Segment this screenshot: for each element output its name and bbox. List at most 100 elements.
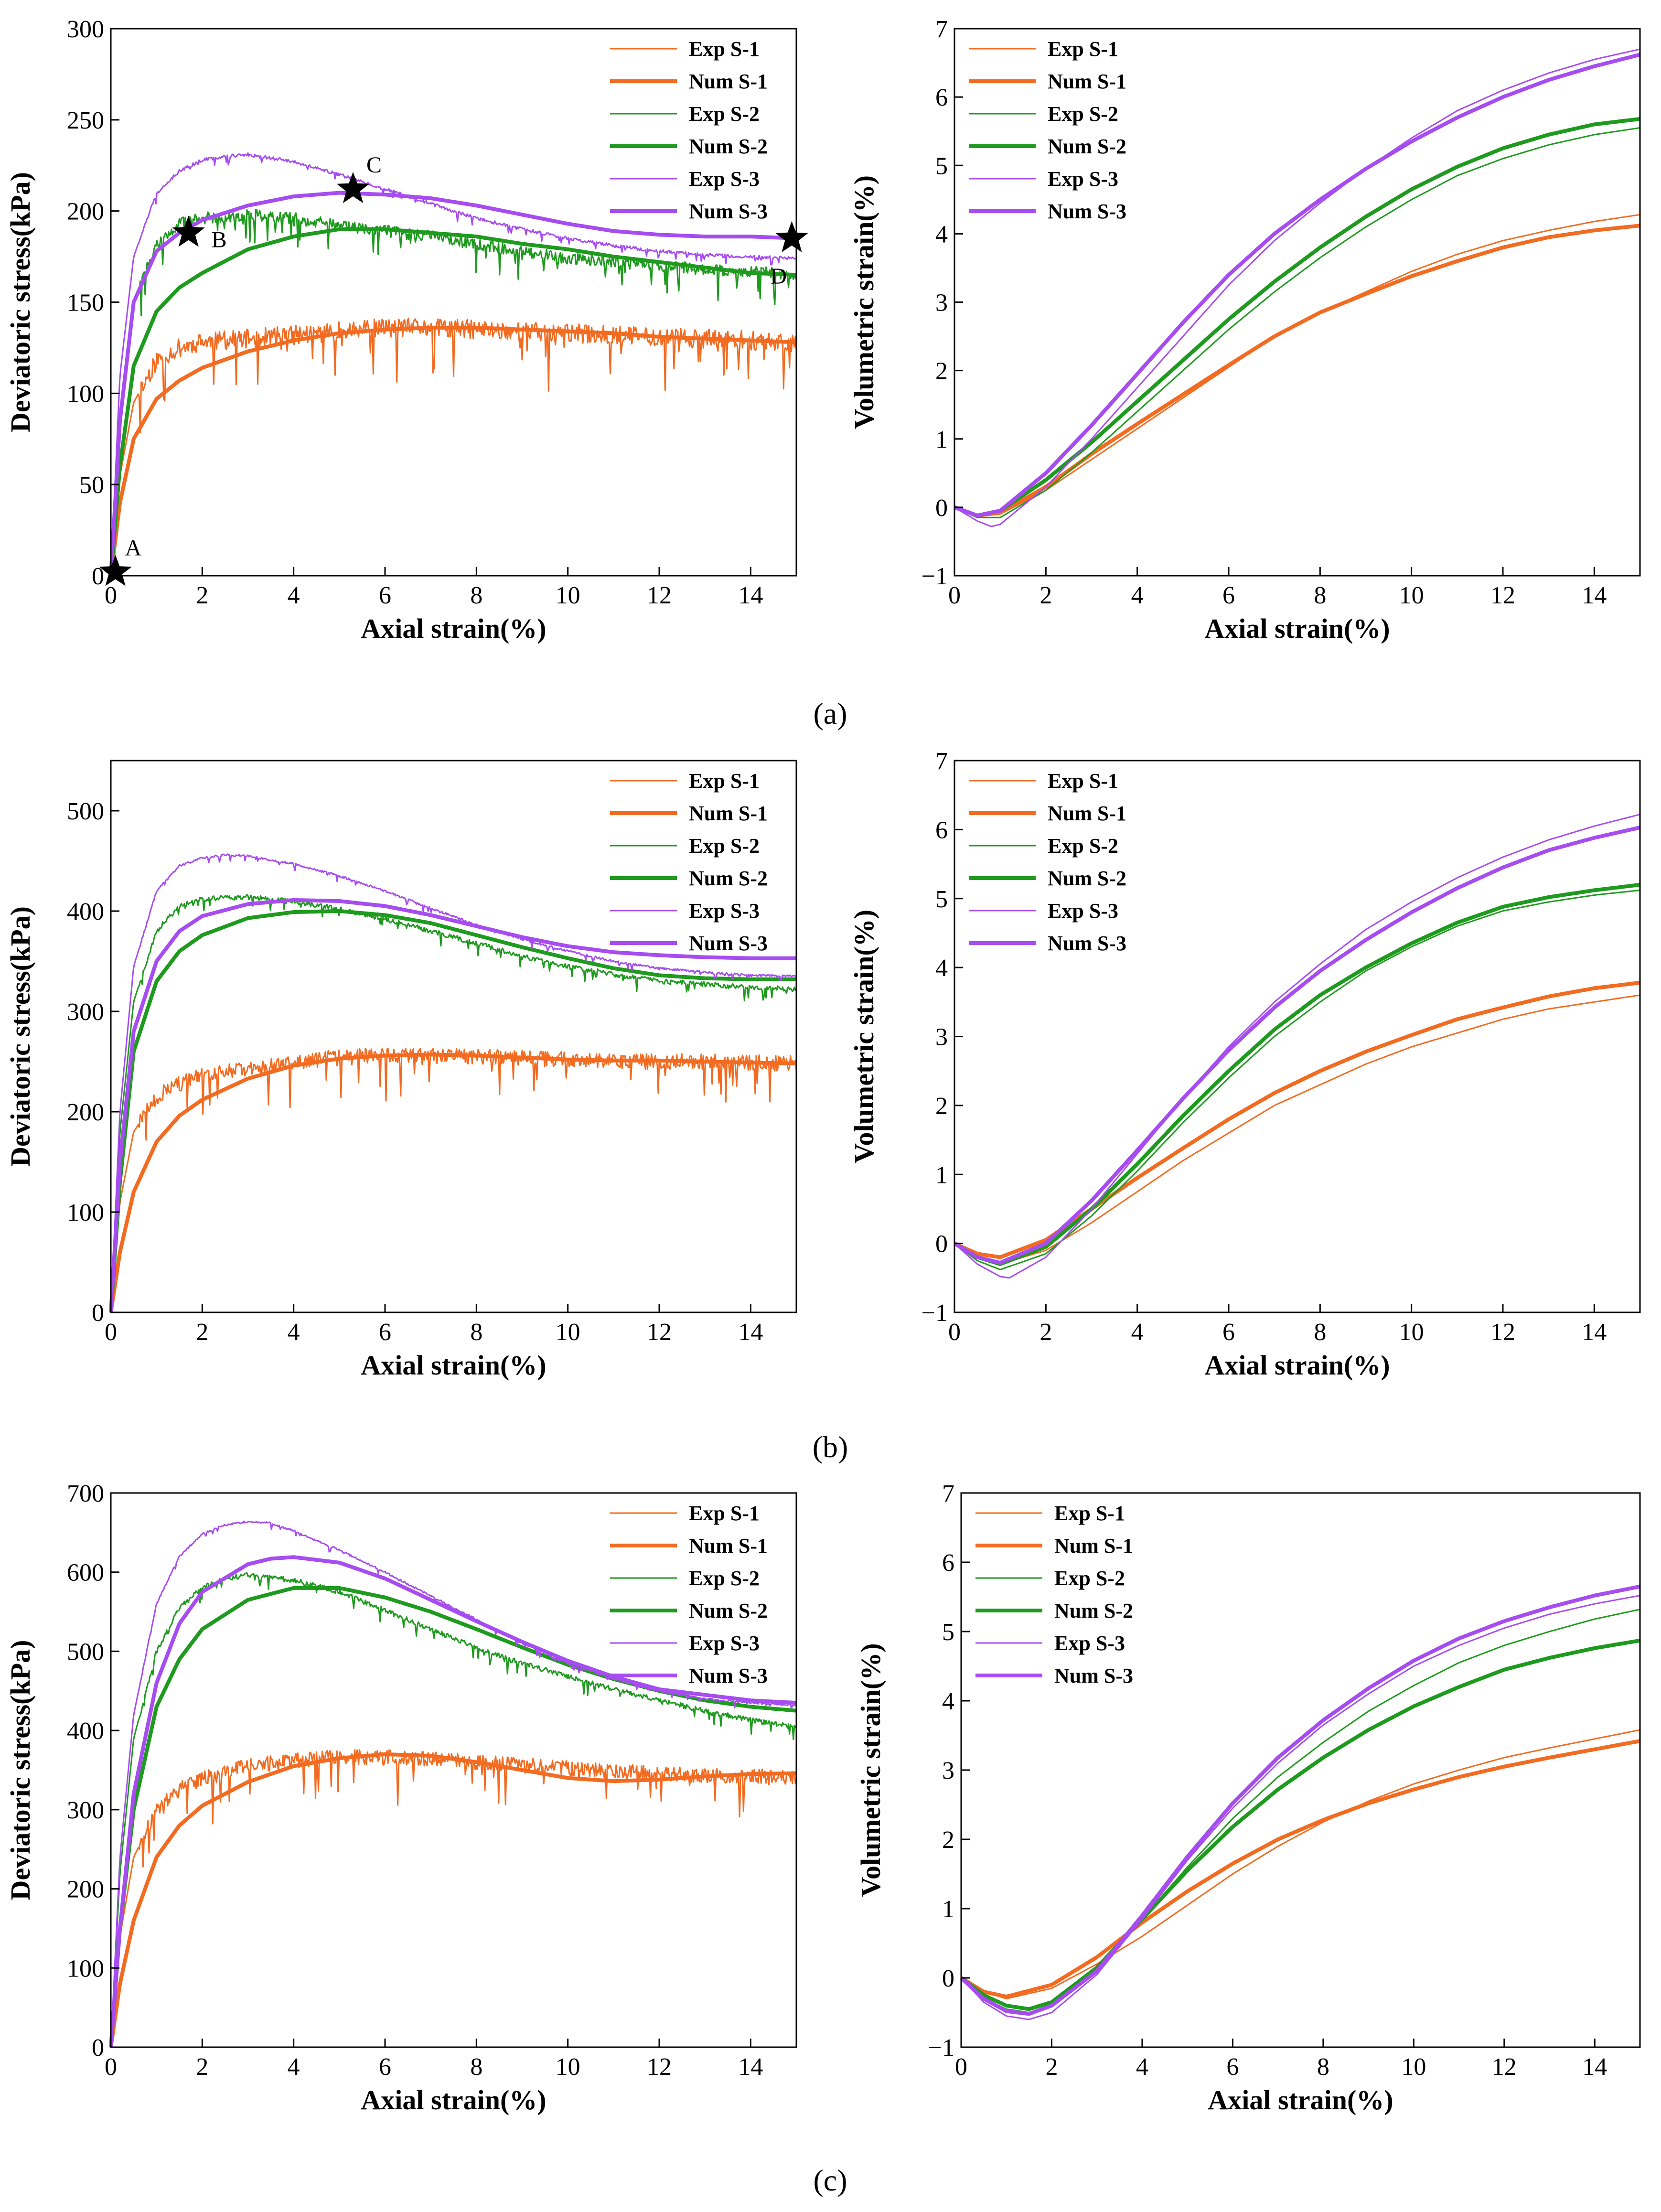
y-tick-label: 2 <box>942 1826 954 1854</box>
legend-label: Exp S-3 <box>689 1632 760 1655</box>
marker-label-D: D <box>770 264 787 289</box>
series-line-s3-exp <box>110 853 797 1313</box>
series-line-s2-exp <box>954 127 1640 518</box>
x-tick-label: 12 <box>647 2053 672 2081</box>
series-line-s3-exp <box>954 814 1640 1279</box>
series-line-s3-num <box>109 191 797 576</box>
x-tick-label: 12 <box>1490 1319 1515 1346</box>
x-tick-label: 8 <box>470 582 482 609</box>
series-line-s3-num <box>953 826 1640 1265</box>
y-tick-label: −1 <box>922 1299 948 1327</box>
legend-label: Num S-3 <box>689 200 768 223</box>
x-tick-label: 2 <box>196 1319 208 1346</box>
series-line-s2-num <box>954 117 1640 517</box>
x-tick-label: 12 <box>647 582 672 609</box>
y-tick-label: 300 <box>67 1797 104 1824</box>
y-axis-title: Deviatoric stress(kPa) <box>5 906 36 1167</box>
y-tick-label: 300 <box>67 16 104 43</box>
series-line-s1-num <box>954 224 1640 517</box>
y-tick-label: 6 <box>942 1549 954 1577</box>
series-line-s3-num <box>960 1584 1640 2016</box>
y-axis-title: Deviatoric stress(kPa) <box>5 172 36 432</box>
y-tick-label: 0 <box>92 1299 104 1327</box>
series-line-s1-exp <box>110 1749 797 2048</box>
series-line-s2-exp <box>110 894 797 1313</box>
legend-label: Num S-2 <box>689 867 768 890</box>
series-line-s1-num <box>109 1052 797 1313</box>
legend-label: Exp S-1 <box>689 769 760 793</box>
x-tick-label: 10 <box>1401 2053 1426 2081</box>
x-tick-label: 8 <box>470 2053 482 2081</box>
marker-star-C <box>336 172 370 203</box>
y-tick-label: 700 <box>67 1480 104 1507</box>
legend-label: Num S-3 <box>689 1664 768 1687</box>
legend-label: Num S-1 <box>1048 802 1126 825</box>
y-tick-label: 500 <box>67 798 104 825</box>
y-tick-label: −1 <box>922 563 948 590</box>
marker-label-C: C <box>366 152 382 178</box>
series-line-s3-num <box>109 1555 797 2048</box>
y-tick-label: 250 <box>67 107 104 134</box>
marker-star-D <box>775 221 808 252</box>
y-tick-label: 100 <box>67 380 104 408</box>
x-tick-label: 0 <box>948 1319 961 1346</box>
y-tick-label: 4 <box>942 1688 954 1715</box>
x-tick-label: 8 <box>470 1319 482 1346</box>
series-line-s2-num <box>109 1586 797 2048</box>
legend-label: Num S-2 <box>689 1599 768 1622</box>
y-tick-label: 7 <box>942 1480 954 1507</box>
x-tick-label: 10 <box>556 1319 580 1346</box>
y-tick-label: 6 <box>935 816 948 844</box>
x-tick-label: 14 <box>738 582 763 609</box>
legend-label: Num S-3 <box>1048 200 1126 223</box>
legend-label: Exp S-3 <box>1054 1632 1125 1655</box>
y-tick-label: 3 <box>935 1024 948 1051</box>
x-tick-label: 8 <box>1314 1319 1326 1346</box>
y-tick-label: 4 <box>935 221 948 248</box>
legend-label: Num S-2 <box>1048 135 1126 158</box>
y-tick-label: 0 <box>935 494 948 522</box>
x-tick-label: 0 <box>105 1319 117 1346</box>
series-line-s2-num <box>109 227 797 576</box>
series-line-s3-exp <box>960 1595 1640 2020</box>
x-axis-title: Axial strain(%) <box>361 2084 546 2115</box>
series-line-s3-exp <box>954 48 1640 527</box>
plot-frame <box>110 1492 797 2048</box>
y-tick-label: 0 <box>92 2034 104 2062</box>
x-tick-label: 6 <box>1222 1319 1235 1346</box>
legend-label: Num S-1 <box>689 70 768 93</box>
y-tick-label: 400 <box>67 898 104 925</box>
marker-label-B: B <box>212 227 227 252</box>
x-tick-label: 10 <box>1399 1319 1424 1346</box>
legend-label: Exp S-2 <box>689 102 760 126</box>
y-tick-label: 0 <box>935 1231 948 1258</box>
legend-label: Exp S-1 <box>1048 37 1118 61</box>
y-tick-label: 2 <box>935 1093 948 1120</box>
x-axis-title: Axial strain(%) <box>361 613 546 644</box>
legend-label: Num S-1 <box>1048 70 1126 93</box>
panel-label-b: (b) <box>813 1430 848 1464</box>
y-tick-label: 0 <box>92 563 104 590</box>
legend-label: Exp S-2 <box>1054 1567 1125 1590</box>
series-line-s1-exp <box>961 1729 1640 1999</box>
x-tick-label: 14 <box>1582 1319 1607 1346</box>
x-tick-label: 8 <box>1314 582 1326 609</box>
y-axis-title: Volumetric strain(%) <box>848 175 879 429</box>
legend-label: Exp S-2 <box>1048 102 1118 126</box>
series-line-s3-num <box>954 53 1640 517</box>
x-tick-label: 4 <box>1136 2053 1148 2081</box>
x-tick-label: 0 <box>105 2053 117 2081</box>
y-tick-label: 5 <box>935 152 948 180</box>
legend-label: Num S-2 <box>1048 867 1126 890</box>
legend-label: Exp S-3 <box>1048 899 1118 923</box>
y-tick-label: 50 <box>79 472 104 499</box>
legend-label: Exp S-3 <box>1048 167 1118 191</box>
legend-label: Num S-3 <box>689 932 768 955</box>
chart-1: A B C D 0 2 4 6 8 10 12 14 0 50 100 150 200 250 300 Axial s… <box>5 16 808 644</box>
y-tick-label: 1 <box>935 426 948 453</box>
series-line-s1-exp <box>954 994 1640 1265</box>
x-tick-label: 2 <box>1045 2053 1058 2081</box>
plot-frame <box>110 760 797 1313</box>
legend-label: Exp S-2 <box>689 834 760 858</box>
